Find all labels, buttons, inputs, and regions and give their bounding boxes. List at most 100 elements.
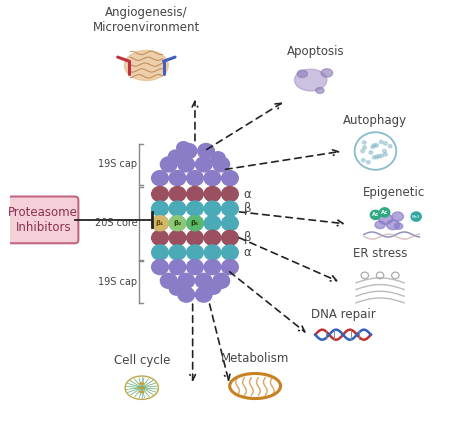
Circle shape bbox=[222, 187, 238, 202]
Circle shape bbox=[187, 216, 203, 231]
Circle shape bbox=[204, 216, 221, 231]
Circle shape bbox=[222, 245, 238, 260]
Text: β: β bbox=[244, 202, 251, 215]
Circle shape bbox=[204, 201, 221, 216]
Circle shape bbox=[152, 216, 168, 231]
Circle shape bbox=[152, 230, 168, 246]
Circle shape bbox=[169, 171, 186, 186]
Circle shape bbox=[187, 201, 203, 216]
Ellipse shape bbox=[375, 221, 385, 229]
Circle shape bbox=[160, 273, 177, 289]
Text: ER stress: ER stress bbox=[353, 247, 407, 261]
Ellipse shape bbox=[394, 223, 403, 229]
Text: Metabolism: Metabolism bbox=[221, 352, 289, 365]
Circle shape bbox=[371, 145, 374, 148]
Circle shape bbox=[222, 201, 238, 216]
Circle shape bbox=[204, 187, 221, 202]
Circle shape bbox=[195, 287, 212, 302]
Circle shape bbox=[152, 171, 168, 186]
Ellipse shape bbox=[140, 387, 144, 389]
Circle shape bbox=[152, 260, 168, 275]
Ellipse shape bbox=[392, 212, 403, 221]
Circle shape bbox=[195, 157, 212, 172]
Circle shape bbox=[222, 171, 238, 186]
Circle shape bbox=[366, 160, 370, 164]
Ellipse shape bbox=[297, 70, 308, 77]
Circle shape bbox=[375, 144, 378, 147]
Text: β₅: β₅ bbox=[191, 220, 199, 226]
Circle shape bbox=[152, 201, 168, 216]
Circle shape bbox=[187, 230, 203, 246]
Text: Cell cycle: Cell cycle bbox=[114, 354, 170, 367]
Ellipse shape bbox=[294, 69, 327, 91]
Text: Ac: Ac bbox=[381, 210, 388, 215]
Text: α: α bbox=[244, 187, 251, 200]
Text: Autophagy: Autophagy bbox=[343, 114, 408, 127]
Circle shape bbox=[211, 152, 225, 165]
Circle shape bbox=[383, 149, 386, 153]
Circle shape bbox=[152, 216, 168, 231]
Ellipse shape bbox=[316, 88, 324, 93]
Circle shape bbox=[204, 171, 221, 186]
Circle shape bbox=[383, 142, 387, 145]
Text: Proteasome
Inhibitors: Proteasome Inhibitors bbox=[8, 206, 78, 234]
Circle shape bbox=[375, 155, 378, 159]
Text: α: α bbox=[244, 246, 251, 259]
Text: β₁: β₁ bbox=[156, 220, 164, 226]
Circle shape bbox=[169, 187, 186, 202]
Text: Angiogenesis/
Microenvironment: Angiogenesis/ Microenvironment bbox=[93, 6, 200, 34]
Circle shape bbox=[187, 245, 203, 260]
Circle shape bbox=[195, 273, 212, 289]
Ellipse shape bbox=[140, 383, 144, 384]
Text: DNA repair: DNA repair bbox=[310, 308, 375, 321]
Text: Me3: Me3 bbox=[412, 215, 420, 218]
Circle shape bbox=[373, 144, 376, 147]
Circle shape bbox=[204, 245, 221, 260]
Circle shape bbox=[204, 260, 221, 275]
Circle shape bbox=[169, 216, 186, 231]
FancyBboxPatch shape bbox=[8, 197, 78, 243]
Circle shape bbox=[206, 281, 221, 294]
Circle shape bbox=[187, 216, 203, 231]
Circle shape bbox=[362, 159, 365, 162]
Circle shape bbox=[169, 283, 183, 295]
Ellipse shape bbox=[386, 220, 400, 230]
Text: Epigenetic: Epigenetic bbox=[363, 186, 425, 199]
Circle shape bbox=[187, 171, 203, 186]
Circle shape bbox=[169, 260, 186, 275]
Circle shape bbox=[361, 149, 365, 153]
Circle shape bbox=[177, 141, 190, 154]
Circle shape bbox=[168, 150, 182, 163]
Circle shape bbox=[169, 216, 186, 231]
Circle shape bbox=[222, 260, 238, 275]
Circle shape bbox=[379, 140, 383, 144]
Circle shape bbox=[369, 151, 373, 154]
Circle shape bbox=[180, 144, 197, 159]
Ellipse shape bbox=[140, 391, 144, 393]
Circle shape bbox=[388, 144, 392, 148]
Circle shape bbox=[152, 187, 168, 202]
Text: 19S cap: 19S cap bbox=[98, 160, 137, 169]
Text: β₂: β₂ bbox=[173, 220, 182, 226]
Circle shape bbox=[380, 154, 383, 157]
Text: 19S cap: 19S cap bbox=[98, 276, 137, 287]
Circle shape bbox=[178, 273, 194, 289]
Text: 20S core: 20S core bbox=[94, 218, 137, 228]
Circle shape bbox=[169, 245, 186, 260]
Ellipse shape bbox=[124, 50, 168, 80]
Circle shape bbox=[373, 156, 376, 159]
Circle shape bbox=[380, 208, 390, 217]
Circle shape bbox=[169, 201, 186, 216]
Circle shape bbox=[377, 155, 381, 158]
Circle shape bbox=[178, 287, 194, 302]
Circle shape bbox=[213, 157, 229, 172]
Circle shape bbox=[362, 141, 366, 144]
Text: Ac: Ac bbox=[372, 212, 379, 218]
Ellipse shape bbox=[321, 69, 333, 77]
Circle shape bbox=[160, 157, 177, 172]
Circle shape bbox=[169, 230, 186, 246]
Circle shape bbox=[187, 187, 203, 202]
Circle shape bbox=[198, 144, 214, 159]
Text: β: β bbox=[244, 231, 251, 244]
Ellipse shape bbox=[379, 214, 392, 224]
